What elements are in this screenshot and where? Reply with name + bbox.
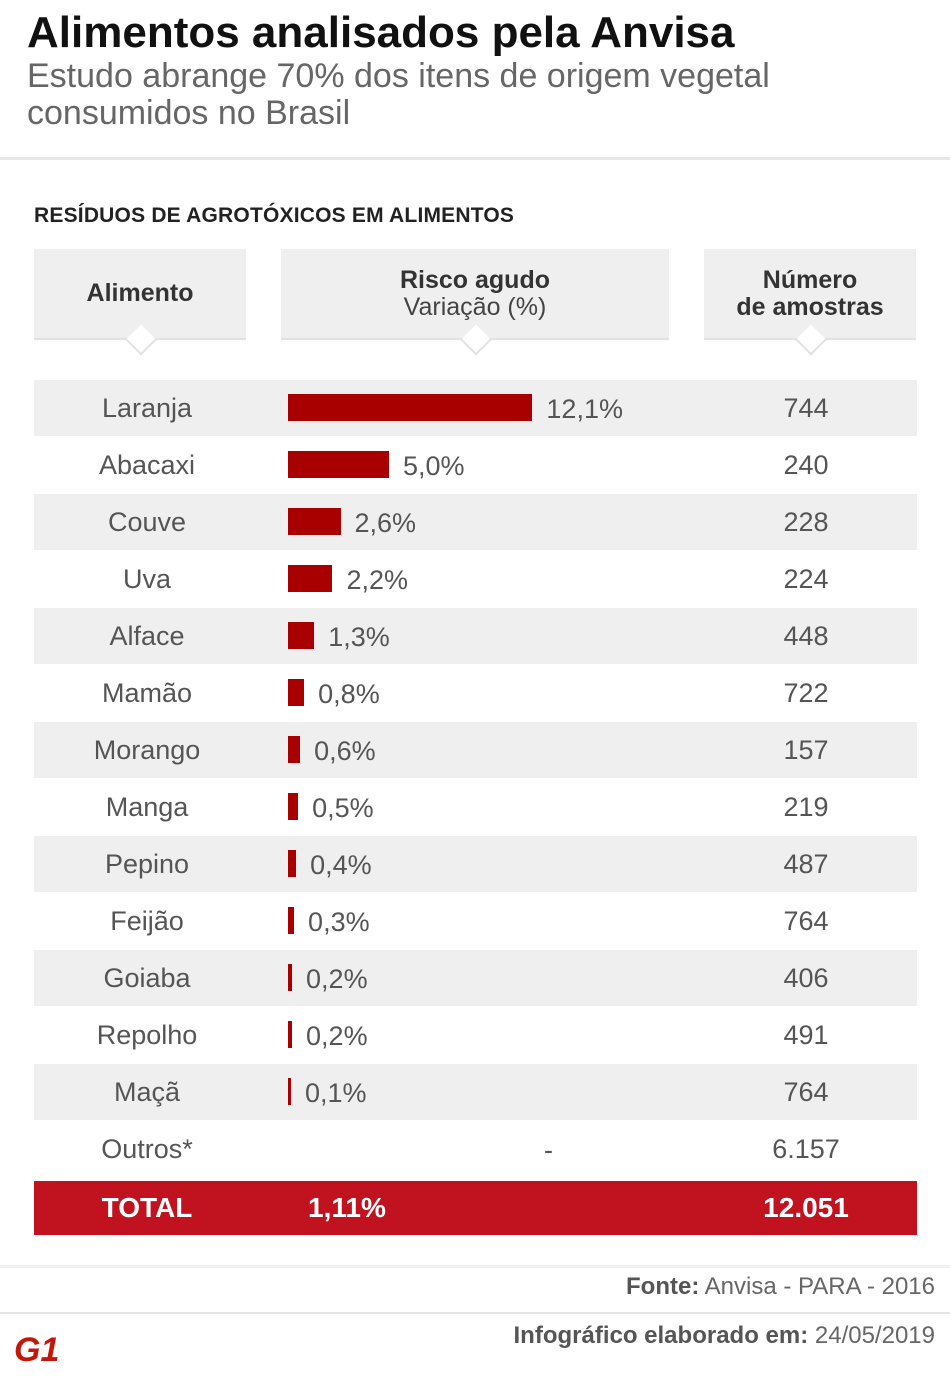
page-subtitle: Estudo abrange 70% dos itens de origem v… [27,57,770,132]
risk-value-label: 0,4% [310,850,372,880]
credit-label: Infográfico elaborado em: [513,1322,809,1349]
samples-value: 406 [783,963,829,993]
risk-bar [288,850,297,877]
risk-value-label: 0,2% [306,964,368,994]
risk-bar [288,793,299,820]
risk-value-label: 5,0% [403,451,465,481]
divider [0,157,950,160]
food-name: Pepino [104,849,190,879]
table-row: Feijão 0,3% 764 [34,893,917,950]
samples-value: 491 [783,1020,829,1050]
risk-bar [288,907,295,934]
column-header-samples: Número de amostras [704,249,916,356]
table-row: Mamão 0,8% 722 [34,665,917,722]
table-row: Outros* - 6.157 [34,1121,917,1178]
samples-value: 224 [783,564,829,594]
chevron-down-icon [795,324,827,356]
risk-value-label: - [544,1135,553,1165]
column-header-risk-subtitle: Variação (%) [403,292,547,321]
food-name: Goiaba [103,963,191,993]
column-header-risk: Risco agudo Variação (%) [281,249,669,356]
risk-bar [288,622,315,649]
food-name: Uva [122,564,171,594]
risk-value-label: 0,6% [314,736,376,766]
chevron-down-icon [125,324,157,356]
chart-title: RESÍDUOS DE AGROTÓXICOS EM ALIMENTOS [34,204,515,227]
divider [0,1265,950,1268]
food-name: Maçã [113,1077,181,1107]
samples-value: 764 [783,906,829,936]
food-name: Alface [109,621,185,651]
risk-bar [288,964,293,991]
table-row: Couve 2,6% 228 [34,494,917,551]
source-value: Anvisa - PARA - 2016 [704,1273,935,1300]
risk-bar [288,394,533,421]
infographic-credit: Infográfico elaborado em: 24/05/2019 [514,1322,936,1350]
total-row: TOTAL 1,11% 12.051 [34,1181,917,1235]
divider [0,1312,950,1314]
total-samples-value: 12.051 [763,1192,849,1223]
food-name: Repolho [96,1020,198,1050]
samples-value: 764 [783,1077,829,1107]
food-name: Laranja [101,393,193,423]
risk-value-label: 0,2% [306,1021,368,1051]
risk-bar [288,736,301,763]
risk-bar [288,508,341,535]
food-name: Feijão [110,906,184,936]
risk-value-label: 0,8% [318,679,380,709]
food-name: Mamão [101,678,193,708]
food-name: Couve [107,507,187,537]
food-name: Outros* [101,1134,193,1164]
food-name: Morango [93,735,201,765]
risk-value-label: 0,3% [308,907,370,937]
chevron-down-icon [460,324,492,356]
g1-logo: G1 [14,1331,59,1366]
samples-value: 487 [783,849,829,879]
risk-bar [288,565,333,592]
food-name: Abacaxi [98,450,196,480]
samples-value: 228 [783,507,829,537]
column-header-risk-title: Risco agudo [399,265,550,294]
risk-value-label: 1,3% [328,622,390,652]
risk-value-label: 2,6% [354,508,417,538]
table-row: Uva 2,2% 224 [34,551,917,608]
risk-bar [288,451,389,478]
samples-value: 744 [783,393,829,423]
samples-value: 219 [783,792,829,822]
total-risk-value: 1,11% [308,1192,386,1223]
risk-value-label: 12,1% [546,394,623,424]
total-label: TOTAL [101,1192,193,1223]
table-row: Pepino 0,4% 487 [34,836,917,893]
samples-value: 157 [783,735,829,765]
source-credit: Fonte: Anvisa - PARA - 2016 [626,1273,935,1301]
risk-value-label: 0,5% [312,793,374,823]
samples-value: 722 [783,678,829,708]
column-header-food-label: Alimento [86,279,194,307]
table-row: Laranja 12,1% 744 [34,380,917,437]
source-label: Fonte: [626,1273,700,1300]
column-header-food: Alimento [34,249,246,356]
column-header-samples-line1: Número [762,265,858,294]
chart-rows: Laranja 12,1% 744 Abacaxi 5,0% 240 Couve 2,6% 22… [34,380,917,1178]
table-row: Repolho 0,2% 491 [34,1007,917,1064]
table-row: Manga 0,5% 219 [34,779,917,836]
table-row: Maçã 0,1% 764 [34,1064,917,1121]
samples-value: 240 [783,450,829,480]
risk-value-label: 0,1% [305,1078,367,1108]
column-header-samples-line2: de amostras [736,292,884,321]
risk-bar [288,679,305,706]
credit-value: 24/05/2019 [814,1322,935,1349]
logo-text: G1 [14,1331,59,1366]
table-row: Abacaxi 5,0% 240 [34,437,917,494]
table-row: Goiaba 0,2% 406 [34,950,917,1007]
page-title: Alimentos analisados pela Anvisa [27,8,735,57]
risk-bar [288,1078,291,1105]
samples-value: 448 [783,621,829,651]
risk-value-label: 2,2% [346,565,408,595]
food-name: Manga [105,792,189,822]
samples-value: 6.157 [772,1134,840,1164]
risk-bar [288,1021,293,1048]
table-row: Alface 1,3% 448 [34,608,917,665]
table-row: Morango 0,6% 157 [34,722,917,779]
